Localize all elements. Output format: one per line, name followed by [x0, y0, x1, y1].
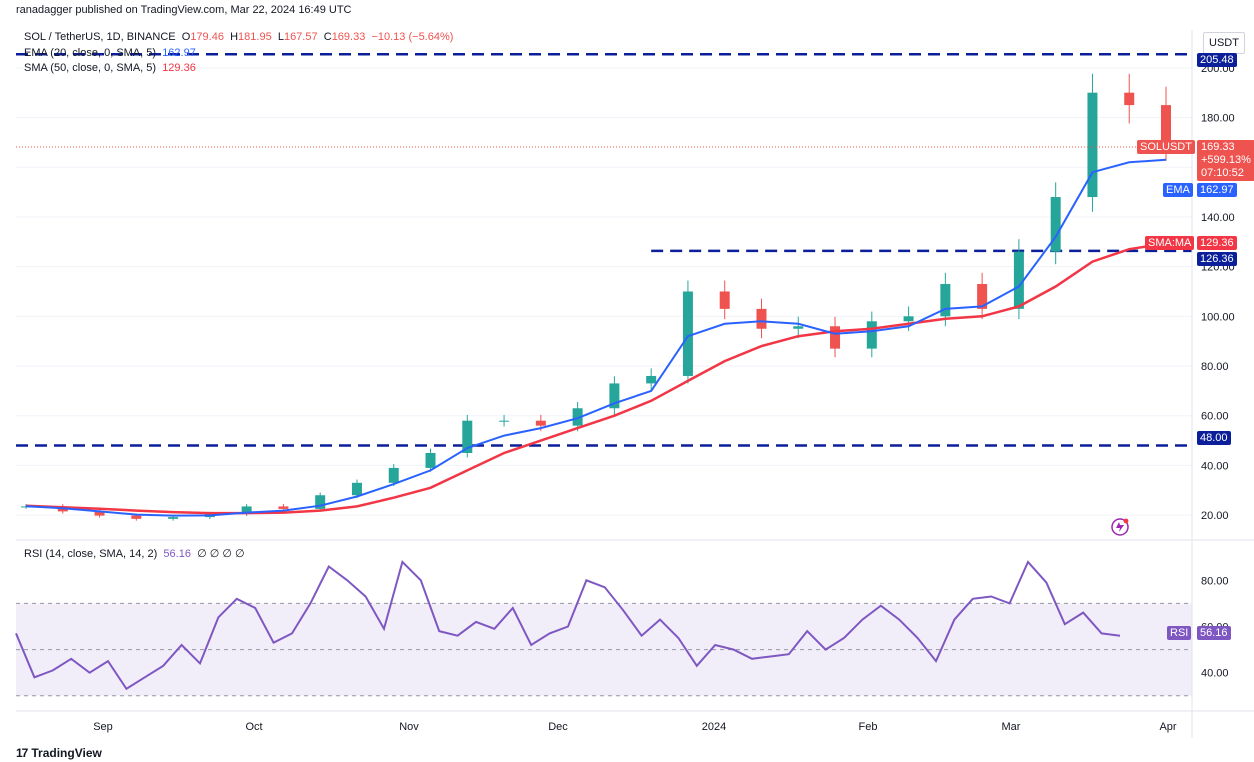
price-tick-label: 80.00 [1201, 361, 1229, 373]
publish-info: ranadagger published on TradingView.com,… [16, 4, 352, 16]
currency-button[interactable]: USDT [1203, 32, 1245, 54]
price-tick-label: 180.00 [1201, 113, 1235, 125]
time-tick-label: Sep [93, 721, 113, 733]
low-value: 167.57 [283, 31, 318, 43]
grid-lines [16, 67, 1192, 516]
sma50-line [25, 242, 1167, 515]
resistance-label: 205.48 [1197, 53, 1237, 67]
candle-body [278, 506, 289, 509]
candle-body [351, 482, 362, 496]
candle-body [1161, 105, 1171, 145]
candle-body [903, 316, 914, 322]
candle-body [1050, 197, 1061, 252]
rsi-legend-value: 56.16 [163, 548, 191, 560]
candle-body [131, 515, 142, 519]
sma-legend[interactable]: SMA (50, close, 0, SMA, 5) 129.36 [24, 62, 196, 74]
tradingview-brand[interactable]: 17 TradingView [16, 746, 102, 760]
tradingview-logo-icon: 17 [16, 746, 28, 760]
high-value: 181.95 [238, 31, 272, 43]
symbol-legend: SOL / TetherUS, 1D, BINANCE O179.46 H181… [24, 31, 453, 43]
rsi-legend[interactable]: RSI (14, close, SMA, 14, 2) 56.16 ∅ ∅ ∅ … [24, 547, 245, 560]
candle-body [719, 291, 730, 309]
candle-body [241, 506, 252, 514]
rsi-legend-extra: ∅ ∅ ∅ ∅ [197, 548, 245, 560]
sma-legend-text: SMA (50, close, 0, SMA, 5) [24, 62, 157, 74]
rsi-legend-text: RSI (14, close, SMA, 14, 2) [24, 548, 158, 560]
candle-body [682, 291, 693, 376]
open-label: O [181, 31, 191, 43]
candle-body [1124, 92, 1135, 106]
rsi-tick-label: 40.00 [1201, 668, 1229, 680]
price-tick-label: 60.00 [1201, 411, 1229, 423]
ema-legend-value: 162.97 [162, 47, 196, 59]
sma-axis-label: 129.36 [1197, 236, 1237, 250]
time-tick-label: Apr [1159, 721, 1176, 733]
ema-legend-text: EMA (20, close, 0, SMA, 5) [24, 47, 157, 59]
countdown: 07:10:52 [1201, 167, 1244, 179]
candle-body [388, 467, 399, 483]
price-tick-label: 20.00 [1201, 510, 1229, 522]
candle-body [940, 284, 951, 317]
candle-body [793, 326, 804, 329]
time-tick-label: Feb [859, 721, 878, 733]
price-tick-label: 140.00 [1201, 212, 1235, 224]
flash-icon[interactable] [1111, 518, 1129, 536]
mid-level-label: 126.36 [1197, 252, 1237, 266]
candle-body [499, 420, 510, 422]
last-symbol-tag: SOLUSDT [1137, 140, 1195, 154]
candle-body [866, 321, 877, 349]
time-tick-label: Mar [1002, 721, 1021, 733]
candle-body [535, 420, 546, 426]
ema20-line [25, 158, 1167, 517]
x-axis-ticks: Sep Oct Nov Dec 2024 Feb Mar Apr [93, 721, 1177, 733]
last-price: 169.33 [1201, 141, 1235, 153]
candle-body [1087, 92, 1098, 198]
high-label: H [230, 31, 239, 43]
candlestick-series [21, 73, 1171, 521]
candle-body [830, 326, 841, 349]
sma-tag: SMA:MA [1145, 236, 1195, 250]
candle-body [94, 511, 105, 516]
low-label: L [277, 31, 284, 43]
candle-body [977, 284, 988, 309]
rsi-tag: RSI [1167, 626, 1192, 640]
support-label: 48.00 [1197, 431, 1231, 445]
price-tick-label: 40.00 [1201, 460, 1229, 472]
sma-legend-value: 129.36 [162, 62, 196, 74]
time-tick-label: Oct [245, 721, 262, 733]
ema-legend[interactable]: EMA (20, close, 0, SMA, 5) 162.97 [24, 47, 196, 59]
close-value: 169.33 [331, 31, 366, 43]
open-value: 179.46 [190, 31, 224, 43]
ema-tag: EMA [1163, 183, 1193, 197]
candle-body [168, 517, 179, 519]
candle-body [425, 452, 436, 468]
brand-text: TradingView [31, 746, 102, 760]
horizontal-levels [16, 52, 1192, 447]
candle-body [462, 420, 473, 453]
candle-body [646, 375, 657, 384]
ema-axis-label: 162.97 [1197, 183, 1237, 197]
candle-body [1013, 251, 1024, 309]
time-tick-label: Nov [399, 721, 419, 733]
candle-body [609, 383, 620, 409]
rsi-band [16, 602, 1192, 697]
candle-body [756, 308, 767, 329]
symbol-name[interactable]: SOL / TetherUS, 1D, BINANCE [24, 31, 176, 43]
rsi-tick-label: 80.00 [1201, 575, 1229, 587]
time-tick-label: Dec [548, 721, 568, 733]
candle-body [315, 495, 326, 509]
rsi-line [15, 559, 1121, 691]
time-tick-label: 2024 [702, 721, 726, 733]
candle-body [572, 408, 583, 426]
price-tick-label: 100.00 [1201, 311, 1235, 323]
last-price-box: 169.33 +599.13% 07:10:52 [1197, 140, 1254, 181]
last-change: +599.13% [1201, 154, 1251, 166]
close-label: C [323, 31, 332, 43]
change-value: −10.13 (−5.64%) [371, 31, 454, 43]
rsi-axis-label: 56.16 [1197, 626, 1231, 640]
